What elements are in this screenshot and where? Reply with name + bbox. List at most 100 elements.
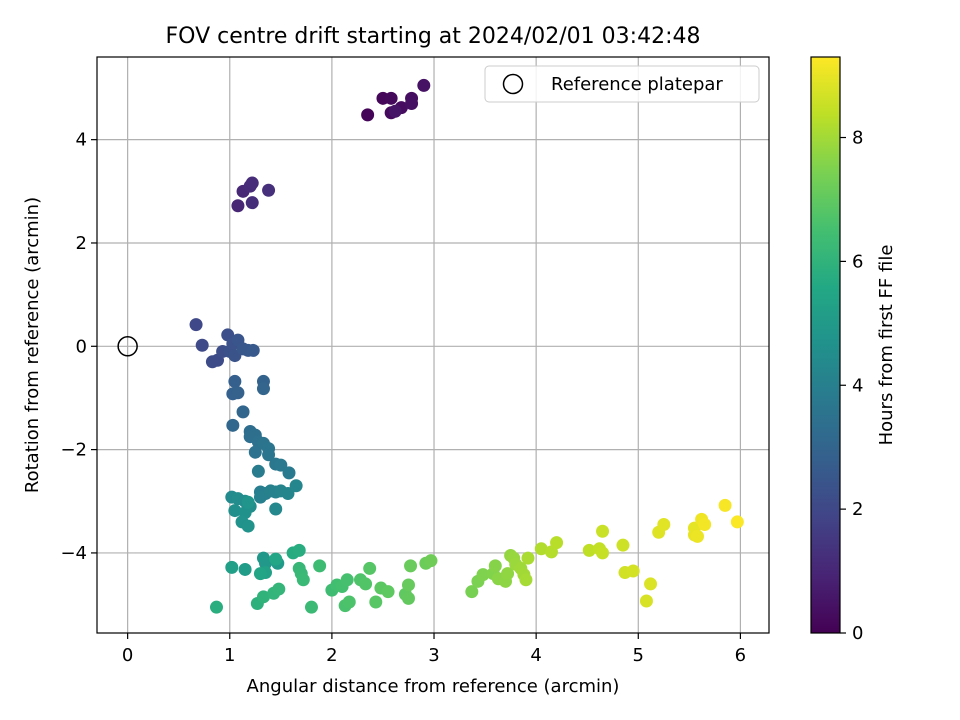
scatter-point	[281, 487, 295, 501]
scatter-point	[388, 104, 402, 118]
scatter-point	[282, 466, 296, 480]
scatter-point	[644, 577, 658, 591]
scatter-point	[381, 585, 395, 599]
scatter-point	[488, 559, 502, 573]
colorbar-tick-label: 8	[852, 128, 863, 149]
scatter-point	[657, 518, 671, 532]
scatter-point	[251, 464, 265, 478]
scatter-point	[256, 590, 270, 604]
scatter-point	[417, 78, 431, 92]
scatter-point	[698, 518, 712, 532]
x-tick-label: 6	[735, 645, 746, 666]
scatter-point	[245, 196, 259, 210]
scatter-point	[272, 582, 286, 596]
scatter-point	[195, 338, 209, 352]
scatter-point	[231, 386, 245, 400]
scatter-point	[209, 600, 223, 614]
reference-point-group	[117, 336, 138, 357]
colorbar-label: Hours from first FF file	[876, 245, 897, 446]
scatter-point	[228, 374, 242, 388]
scatter-point	[550, 536, 564, 550]
scatter-point	[292, 543, 306, 557]
scatter-point	[596, 546, 610, 560]
scatter-point	[691, 529, 705, 543]
scatter-point	[269, 552, 283, 566]
colorbar-tick-label: 4	[852, 375, 863, 396]
scatter-point	[256, 382, 270, 396]
x-tick-label: 1	[224, 645, 235, 666]
scatter-point	[424, 554, 438, 568]
scatter-point	[361, 108, 375, 122]
scatter-point	[405, 96, 419, 110]
x-axis-ticks: 0 1 2 3 4 5 6	[122, 633, 746, 666]
reference-platepar-marker	[117, 336, 138, 357]
colorbar-tick-label: 0	[852, 623, 863, 644]
scatter-point	[363, 561, 377, 575]
grid-lines	[97, 57, 769, 633]
scatter-point	[231, 199, 245, 213]
scatter-point	[384, 91, 398, 105]
scatter-point	[342, 595, 356, 609]
scatter-point	[226, 418, 240, 432]
scatter-point	[596, 524, 610, 538]
colorbar-ticks: 0 2 4 6 8	[840, 128, 863, 644]
scatter-point	[262, 183, 276, 197]
y-axis-ticks: −4 −2 0 2 4	[60, 130, 97, 564]
scatter-point	[189, 318, 203, 332]
scatter-point	[259, 556, 273, 570]
x-tick-label: 2	[326, 645, 337, 666]
legend-box	[484, 65, 760, 103]
x-tick-label: 0	[122, 645, 133, 666]
scatter-point	[289, 479, 303, 493]
x-axis-label: Angular distance from reference (arcmin)	[247, 676, 620, 697]
scatter-point	[730, 515, 744, 529]
scatter-point	[519, 573, 533, 587]
y-tick-label: 0	[76, 336, 87, 357]
scatter-point	[296, 573, 310, 587]
scatter-point	[245, 176, 259, 190]
scatter-point	[253, 567, 267, 581]
colorbar-tick-label: 2	[852, 499, 863, 520]
scatter-point	[476, 568, 490, 582]
scatter-point	[521, 551, 535, 565]
scatter-point	[534, 542, 548, 556]
legend-label: Reference platepar	[551, 74, 723, 95]
scatter-point	[582, 543, 596, 557]
colorbar: 0 2 4 6 8 Hours from first FF file	[810, 56, 897, 644]
scatter-point	[238, 562, 252, 576]
scatter-point	[262, 448, 276, 462]
chart-title: FOV centre drift starting at 2024/02/01 …	[166, 24, 701, 49]
scatter-point	[401, 591, 415, 605]
scatter-point	[501, 567, 515, 581]
y-axis-label: Rotation from reference (arcmin)	[22, 197, 43, 493]
scatter-point	[340, 573, 354, 587]
colorbar-gradient	[810, 56, 841, 634]
legend: Reference platepar	[484, 65, 760, 103]
scatter-point	[269, 502, 283, 516]
scatter-point	[241, 519, 255, 533]
scatter-point	[225, 560, 239, 574]
scatter-point	[369, 595, 383, 609]
scatter-point	[236, 405, 250, 419]
scatter-point	[246, 343, 260, 357]
x-tick-label: 5	[633, 645, 644, 666]
scatter-point	[304, 600, 318, 614]
scatter-point	[404, 559, 418, 573]
scatter-point	[274, 458, 288, 472]
scatter-point	[639, 594, 653, 608]
legend-marker-icon	[502, 73, 524, 95]
scatter-point	[313, 559, 327, 573]
scatter-point	[616, 538, 630, 552]
scatter-point	[626, 564, 640, 578]
y-tick-label: 4	[76, 130, 87, 151]
y-tick-label: −4	[60, 543, 87, 564]
colorbar-tick-label: 6	[852, 251, 863, 272]
y-tick-label: 2	[76, 233, 87, 254]
scatter-point	[359, 577, 373, 591]
scatter-point	[718, 498, 732, 512]
scatter-point	[248, 445, 262, 459]
scatter-point	[228, 504, 242, 518]
scatter-point	[253, 490, 267, 504]
scatter-point	[401, 578, 415, 592]
